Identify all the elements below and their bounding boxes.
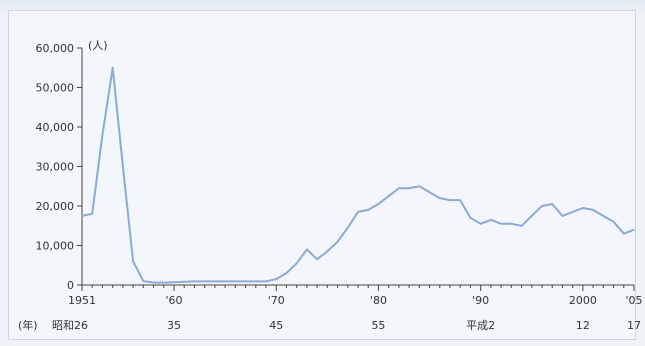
data-point xyxy=(173,281,175,284)
data-point xyxy=(602,215,605,217)
x-tick-label-western: '80 xyxy=(370,294,387,307)
data-point xyxy=(561,215,564,217)
x-tick-label-western: '70 xyxy=(268,294,285,307)
data-point xyxy=(398,187,400,190)
data-point xyxy=(193,280,196,283)
data-point xyxy=(183,281,186,283)
data-point xyxy=(295,262,298,265)
y-tick-label: 20,000 xyxy=(36,200,75,213)
y-unit-label: (人) xyxy=(88,39,108,52)
x-tick-label-japanese: 55 xyxy=(371,319,385,332)
x-tick-label-western: '05 xyxy=(625,294,642,307)
data-point xyxy=(500,222,502,225)
data-point xyxy=(367,209,370,211)
data-point xyxy=(622,232,625,235)
data-point xyxy=(459,199,462,201)
data-point xyxy=(582,207,584,209)
data-point xyxy=(162,281,165,284)
data-point xyxy=(81,215,83,217)
data-point xyxy=(326,250,329,253)
x-tick-label-japanese: 12 xyxy=(576,319,590,332)
data-point xyxy=(254,280,257,283)
y-tick-label: 30,000 xyxy=(36,161,75,174)
data-point xyxy=(469,217,472,219)
data-point xyxy=(336,240,339,243)
x-tick-label-western: '90 xyxy=(472,294,489,307)
data-point xyxy=(438,197,441,199)
x-tick-label-japanese: 35 xyxy=(167,319,181,332)
x-tick-label-japanese: 昭和26 xyxy=(52,319,88,332)
y-tick-label: 10,000 xyxy=(36,240,75,253)
x-tick-label-japanese: 45 xyxy=(269,319,283,332)
data-point xyxy=(244,280,247,283)
data-point xyxy=(520,224,523,227)
x-tick-label-western: 2000 xyxy=(569,294,597,307)
data-point xyxy=(101,134,104,136)
data-point xyxy=(418,185,421,188)
data-point xyxy=(306,248,308,251)
data-point xyxy=(346,226,349,229)
series-line xyxy=(81,66,635,284)
x-axis-prefix: (年) xyxy=(18,318,38,332)
data-point xyxy=(551,203,554,205)
data-point xyxy=(285,272,288,274)
data-point xyxy=(387,195,390,197)
data-point xyxy=(234,280,237,283)
data-point xyxy=(357,211,359,213)
y-tick-label: 50,000 xyxy=(36,82,75,95)
data-point xyxy=(592,209,594,211)
data-point xyxy=(377,203,380,205)
data-point xyxy=(510,222,513,225)
data-point xyxy=(111,66,114,69)
data-point xyxy=(316,258,318,261)
data-point xyxy=(91,213,94,215)
data-point xyxy=(571,211,574,213)
y-tick-label: 40,000 xyxy=(36,121,75,134)
data-point xyxy=(152,281,155,284)
y-tick-label: 0 xyxy=(67,279,74,292)
y-axis: 0 10,000 20,000 30,000 40,000 50,000 60,000 xyxy=(36,42,83,292)
x-tick-label-japanese: 平成2 xyxy=(466,319,495,332)
data-point xyxy=(530,215,533,217)
data-point xyxy=(428,191,431,193)
data-point xyxy=(132,260,134,263)
data-point xyxy=(449,199,451,201)
data-point xyxy=(224,280,226,283)
x-tick-label-western: 1951 xyxy=(68,294,96,307)
data-point xyxy=(214,280,216,283)
data-point xyxy=(203,280,206,283)
x-tick-label-western: '60 xyxy=(165,294,182,307)
x-tick-label-japanese: 17 xyxy=(627,319,641,332)
data-point xyxy=(122,165,124,168)
data-point xyxy=(479,222,482,225)
x-axis: 1951 昭和26 '60 35 '70 45 '80 55 '90 平成2 2000 12 '05 17 xyxy=(52,284,643,332)
data-point xyxy=(265,280,267,283)
y-tick-label: 60,000 xyxy=(36,42,75,55)
data-point xyxy=(408,187,410,190)
data-point xyxy=(275,278,278,280)
data-point xyxy=(541,205,543,207)
plot-area xyxy=(81,66,635,284)
data-point xyxy=(633,228,635,231)
data-point xyxy=(612,221,615,223)
data-point xyxy=(142,280,145,282)
data-point xyxy=(490,219,492,221)
